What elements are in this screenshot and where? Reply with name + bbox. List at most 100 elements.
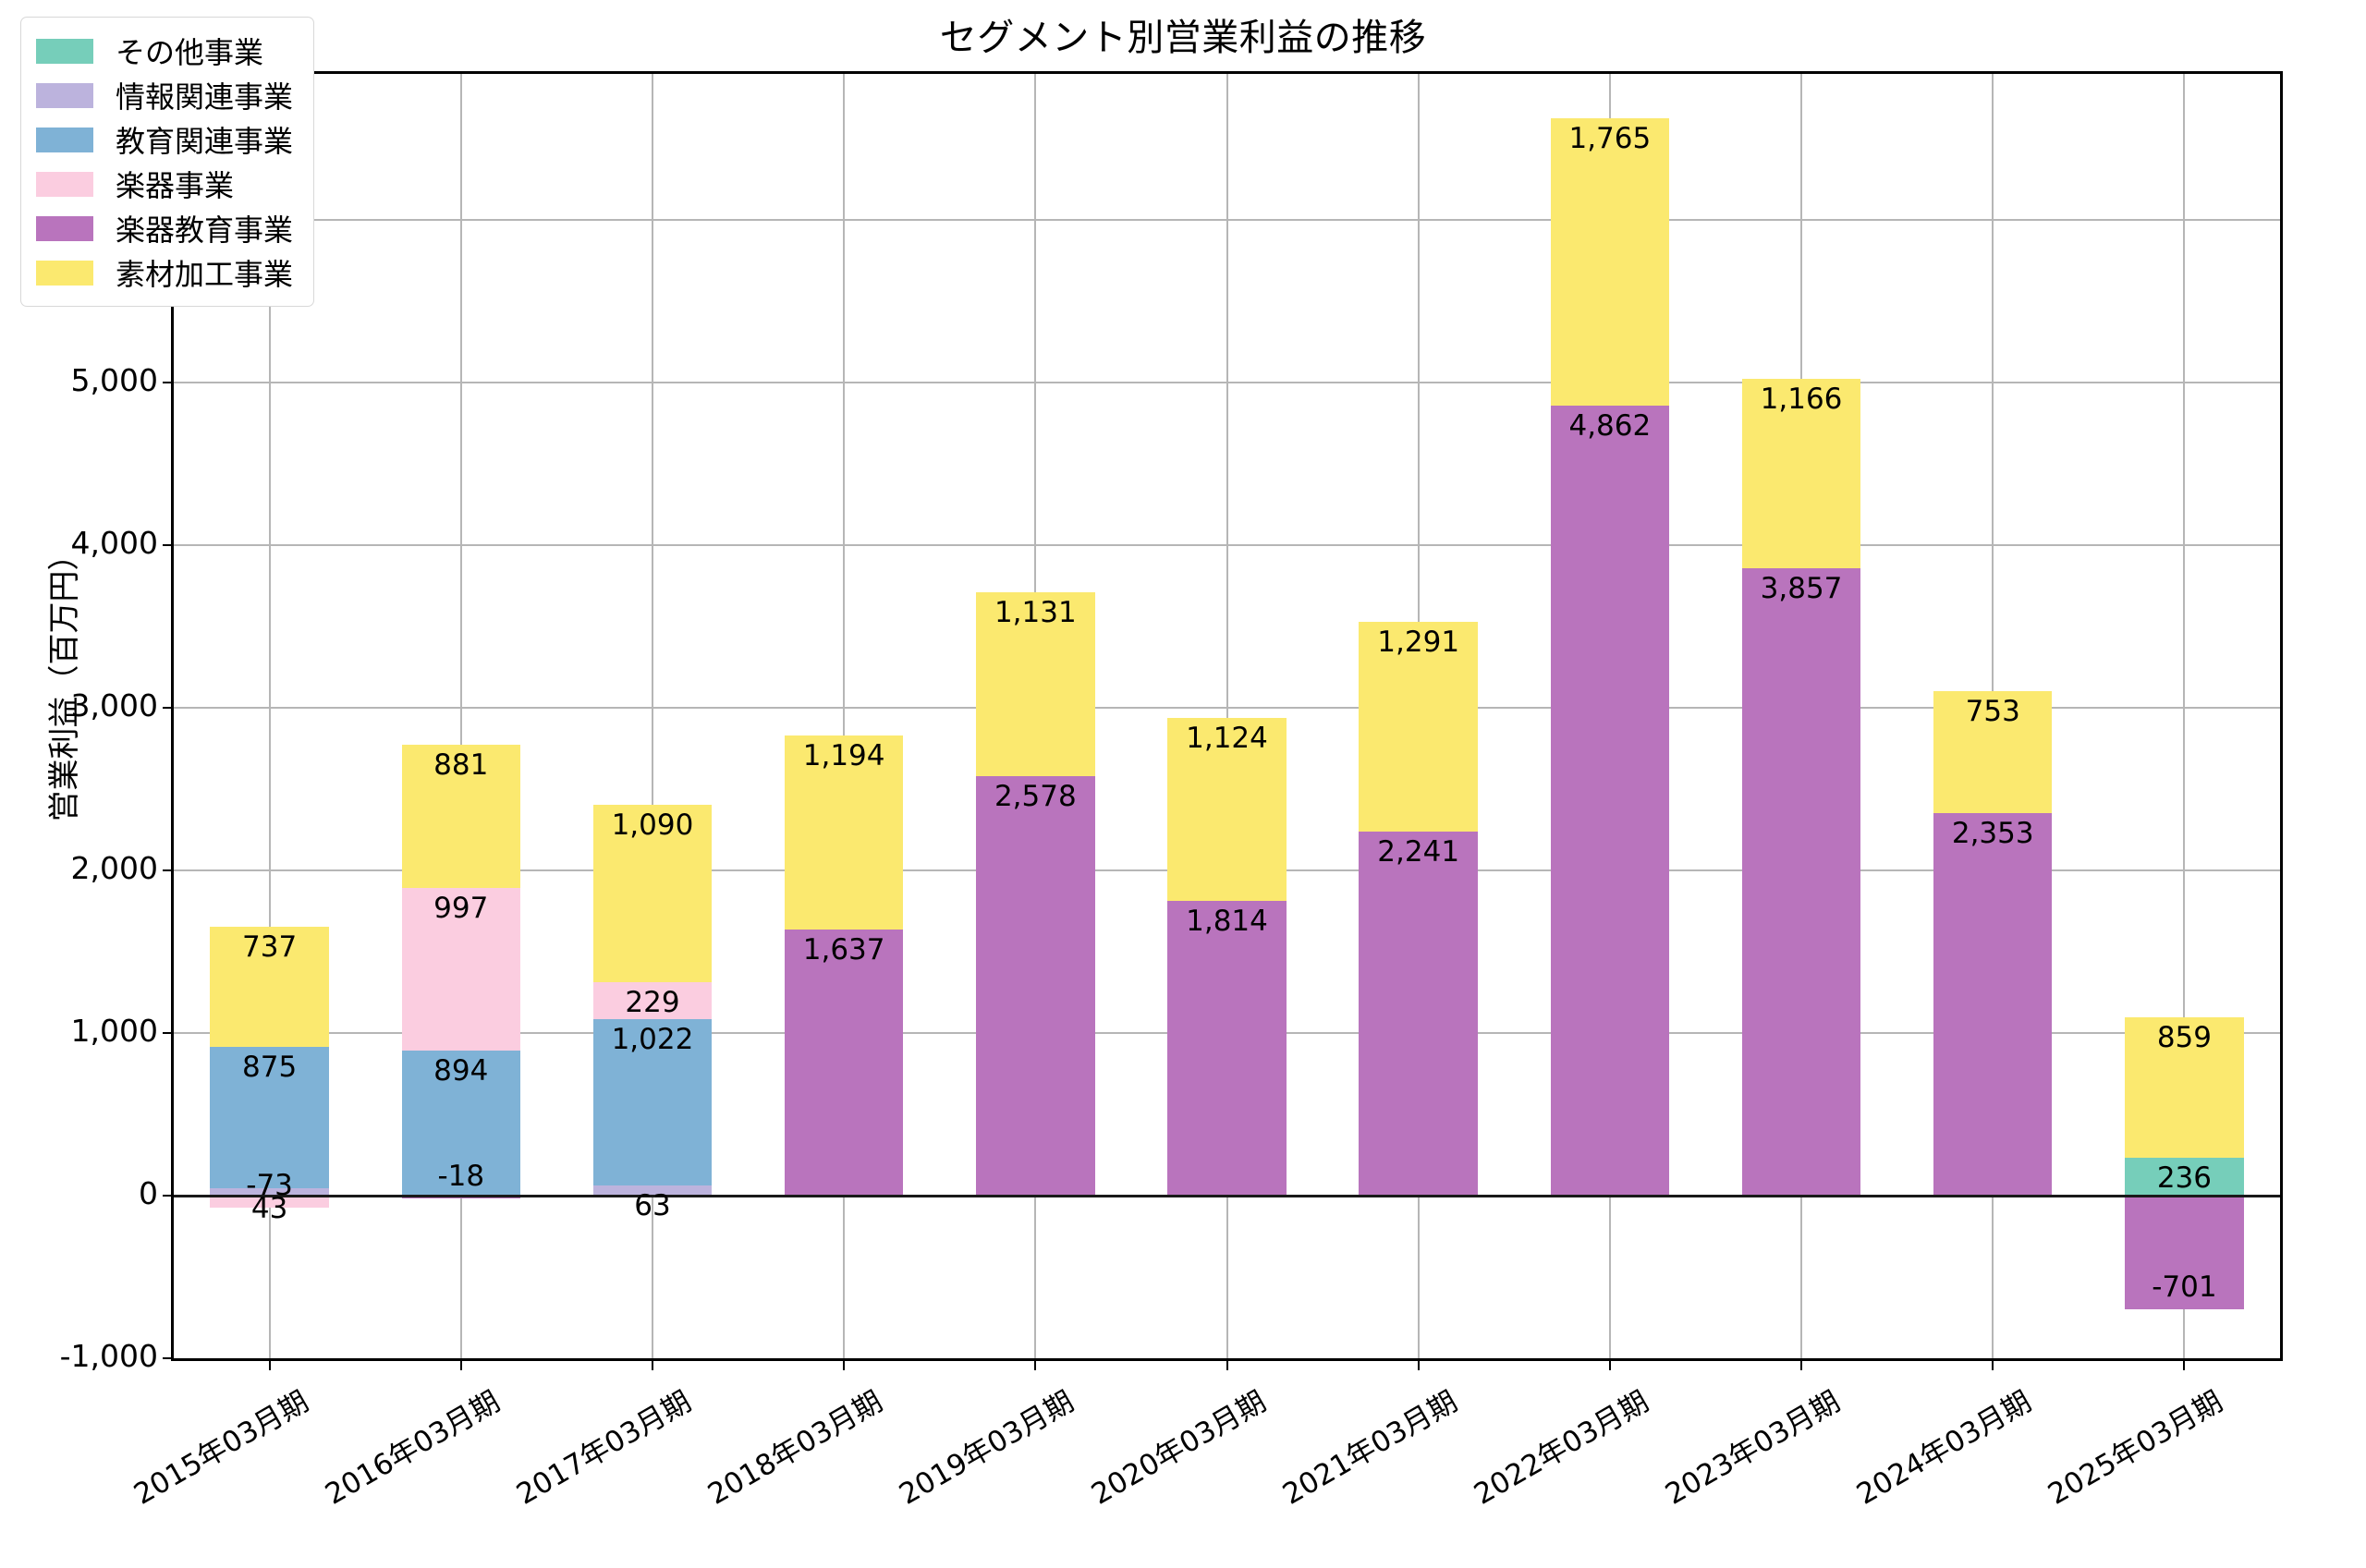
bar-segment[interactable] [1550,118,1670,406]
x-axis-tick-label: 2022年03月期 [1468,1384,1654,1512]
bar-segment[interactable] [976,592,1095,777]
bar-segment[interactable] [1550,405,1670,1197]
bar-segment[interactable] [2125,1017,2244,1158]
bar-value-label: 859 [2156,1021,2212,1055]
bar-value-label: 1,637 [802,933,885,967]
x-axis-tick-mark [459,1358,462,1370]
bar-segment[interactable] [784,735,904,930]
bar-segment[interactable] [1359,621,1478,832]
legend-item[interactable]: その他事業 [36,29,293,73]
legend-color-swatch [36,171,93,197]
x-gridline [459,74,462,1358]
x-axis-tick-label: 2018年03月期 [702,1384,889,1512]
bar-segment[interactable] [2125,1196,2244,1310]
x-axis-tick-mark [1417,1358,1420,1370]
bar-value-label: 1,131 [994,596,1077,630]
x-axis-tick-label: 2016年03月期 [319,1384,506,1512]
legend-color-swatch [36,82,93,108]
bar-segment[interactable] [401,1050,520,1197]
bar-value-label: 236 [2156,1161,2212,1195]
y-axis-tick-mark [163,1032,174,1035]
bar-segment[interactable] [784,930,904,1197]
bar-segment[interactable] [1933,813,2053,1197]
x-axis-tick-mark [1034,1358,1037,1370]
bar-segment[interactable] [210,1196,329,1208]
bar-segment[interactable] [401,888,520,1051]
bar-value-label: 1,765 [1568,122,1652,156]
bar-value-label: 737 [241,930,298,964]
y-axis-tick-mark [163,544,174,547]
bar-segment[interactable] [1741,568,1861,1197]
bar-value-label: 894 [433,1053,489,1088]
y-axis-tick-mark [163,869,174,872]
bar-value-label: -18 [437,1160,485,1194]
bar-value-label: 1,194 [802,738,885,772]
bar-segment[interactable] [210,926,329,1047]
legend-item-label: 楽器事業 [116,168,235,203]
bar-segment[interactable] [1167,718,1287,901]
x-gridline [1226,74,1228,1358]
bar-segment[interactable] [1167,900,1287,1197]
legend-item-label: 楽器教育事業 [116,213,294,248]
legend-color-swatch [36,38,93,64]
bar-value-label: 997 [433,892,489,926]
legend-item[interactable]: 情報関連事業 [36,73,293,117]
bar-value-label: 1,291 [1377,625,1460,659]
x-axis-tick-mark [1800,1358,1803,1370]
x-gridline [651,74,653,1358]
bar-value-label: 1,022 [611,1023,694,1057]
plot-area: 737 875 -73 43 881 997 894 -18 1,090 229 1,022 63 1,… [163,71,2283,1370]
x-axis-tick-label: 2017年03月期 [510,1384,697,1512]
bar-segment[interactable] [976,776,1095,1197]
bar-segment[interactable] [592,1019,713,1185]
legend-item-label: 情報関連事業 [116,79,294,115]
x-axis-tick-mark [1992,1358,1994,1370]
legend-item-label: 素材加工事業 [116,257,294,292]
legend-item-label: その他事業 [116,35,264,70]
bar-value-label: 753 [1965,694,2020,728]
bar-value-label: 1,090 [611,808,694,843]
x-axis-tick-label: 2024年03月期 [1851,1384,2038,1512]
bar-segment[interactable] [592,981,713,1020]
legend-item[interactable]: 素材加工事業 [36,250,293,295]
x-axis-tick-label: 2021年03月期 [1276,1384,1463,1512]
x-axis-tick-label: 2023年03月期 [1660,1384,1847,1512]
bar-value-label: 2,241 [1377,834,1460,869]
bar-segment[interactable] [1933,690,2053,814]
bar-value-label: 4,862 [1568,408,1652,443]
bar-segment[interactable] [2125,1157,2244,1197]
chart-legend: その他事業情報関連事業 教育関連事業楽器事業楽器教育事業 素材加工事業 [20,17,315,307]
bar-segment[interactable] [592,805,713,982]
legend-item[interactable]: 楽器教育事業 [36,206,293,250]
x-gridline [2183,74,2186,1358]
x-axis-tick-label: 2019年03月期 [894,1384,1080,1512]
plot-inner: 737 875 -73 43 881 997 894 -18 1,090 229 1,022 63 1,… [163,74,2280,1370]
x-axis-tick-mark [651,1358,653,1370]
bar-segment[interactable] [592,1185,713,1197]
bar-segment[interactable] [401,745,520,889]
bar-value-label: -73 [246,1168,293,1202]
legend-color-swatch [36,260,93,286]
bar-segment[interactable] [210,1188,329,1197]
bar-segment[interactable] [1359,831,1478,1197]
zero-baseline [174,1195,2280,1198]
bar-value-label: 1,814 [1186,904,1268,938]
bar-value-label: -701 [2152,1270,2217,1305]
bar-value-label: 875 [241,1050,298,1084]
x-axis-tick-mark [1608,1358,1611,1370]
x-axis-tick-label: 2020年03月期 [1085,1384,1272,1512]
bar-segment[interactable] [1741,379,1861,569]
bar-value-label: 43 [250,1192,288,1226]
x-axis-tick-mark [2183,1358,2186,1370]
bar-value-label: 881 [433,748,489,783]
x-gridline [843,74,846,1358]
legend-item[interactable]: 楽器事業 [36,162,293,206]
bar-segment[interactable] [210,1046,329,1189]
y-axis-tick-mark [163,1357,174,1359]
x-axis-tick-mark [843,1358,846,1370]
legend-item[interactable]: 教育関連事業 [36,117,293,162]
bar-value-label: 2,353 [1951,817,2034,851]
bar-value-label: 229 [625,985,680,1019]
bar-value-label: 1,166 [1760,383,1843,417]
